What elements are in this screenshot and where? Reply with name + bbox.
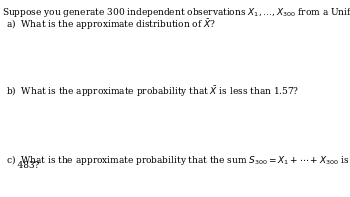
Text: c)  What is the approximate probability that the sum $S_{300} = X_1 + \cdots + X: c) What is the approximate probability t…: [6, 153, 350, 167]
Text: 483?: 483?: [6, 161, 39, 170]
Text: b)  What is the approximate probability that $\bar{X}$ is less than 1.57?: b) What is the approximate probability t…: [6, 84, 299, 99]
Text: a)  What is the approximate distribution of $\bar{X}$?: a) What is the approximate distribution …: [6, 17, 216, 32]
Text: Suppose you generate 300 independent observations $X_1, \ldots, X_{300}$ from a : Suppose you generate 300 independent obs…: [2, 5, 350, 19]
